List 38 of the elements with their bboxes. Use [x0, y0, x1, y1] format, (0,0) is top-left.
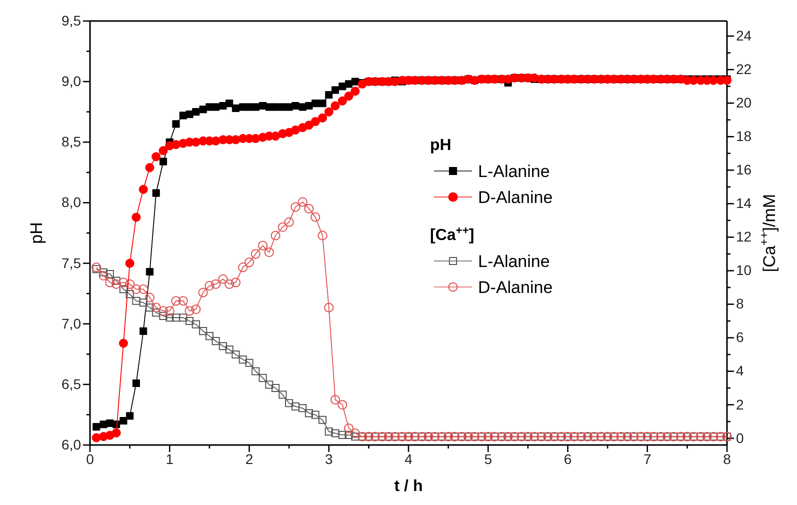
y2-tick-label: 10 [736, 262, 752, 278]
y-tick-label: 6,5 [62, 376, 82, 392]
y2-tick-label: 12 [736, 228, 752, 245]
x-tick-label: 5 [484, 450, 492, 467]
x-tick-label: 7 [643, 450, 652, 467]
x-tick-label: 3 [324, 450, 333, 467]
y2-tick-label: 2 [736, 396, 744, 412]
x-tick-label: 0 [86, 450, 94, 467]
y2-tick-label: 18 [736, 128, 752, 144]
x-tick-label: 4 [404, 450, 413, 467]
y2-tick-label: 14 [736, 195, 752, 212]
y-tick-label: 7,0 [62, 315, 82, 332]
legend-label: L-Alanine [478, 252, 550, 271]
y-tick-label: 7,5 [62, 254, 82, 271]
y2-tick-label: 0 [736, 430, 744, 446]
x-tick-label: 1 [166, 450, 174, 467]
annotation: pH [430, 137, 452, 154]
y2-tick-label: 22 [736, 61, 752, 78]
y-axis-title: pH [27, 222, 46, 244]
legend-label: L-Alanine [478, 162, 550, 181]
x-tick-label: 6 [564, 450, 572, 467]
y2-tick-label: 16 [736, 162, 752, 178]
y-tick-label: 8,5 [62, 134, 82, 150]
y-tick-label: 8,0 [62, 194, 82, 210]
x-tick-label: 8 [723, 450, 732, 467]
y2-tick-label: 4 [736, 362, 744, 379]
legend-label: D-Alanine [478, 188, 553, 207]
x-tick-label: 2 [245, 450, 254, 467]
y2-tick-label: 24 [736, 28, 752, 44]
y2-tick-label: 20 [736, 94, 752, 111]
y-tick-label: 9,5 [62, 12, 82, 28]
annotation: [Ca$^{++}$] [430, 225, 474, 244]
y-tick-label: 6,0 [62, 436, 82, 452]
x-axis-title: t / h [394, 478, 423, 495]
y2-tick-label: 6 [736, 329, 744, 346]
legend-label: D-Alanine [478, 278, 553, 297]
y-tick-label: 9,0 [62, 73, 82, 90]
y2-tick-label: 8 [736, 296, 744, 312]
